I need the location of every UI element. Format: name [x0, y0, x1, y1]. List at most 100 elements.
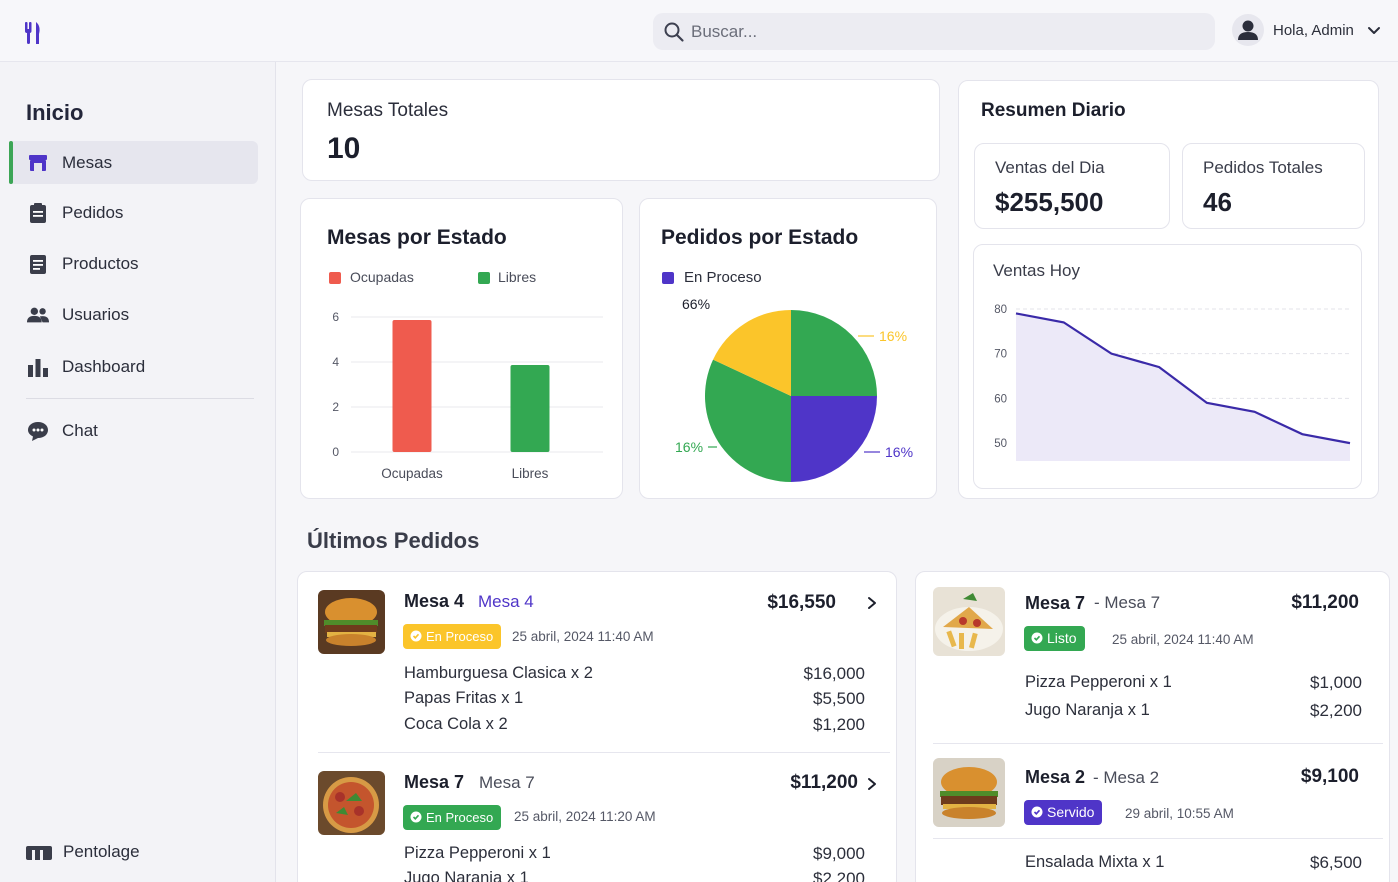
- sidebar-title: Inicio: [26, 100, 84, 125]
- chevron-right-icon[interactable]: [866, 777, 878, 791]
- sidebar-item-label: Mesas: [62, 153, 113, 172]
- legend-label-ocupadas: Ocupadas: [350, 269, 414, 285]
- bar-chart: 0 2 4 6 Ocupadas Libres: [332, 310, 603, 481]
- pie-label: 66%: [682, 296, 710, 312]
- order-total: $9,100: [1300, 766, 1359, 787]
- item-price: $1,200: [813, 715, 865, 734]
- sidebar-item-label: Chat: [62, 421, 98, 440]
- order-total: $11,200: [1291, 592, 1359, 613]
- y-tick-label: 60: [994, 393, 1007, 405]
- bar[interactable]: [510, 365, 550, 452]
- order-mesa: Mesa 4: [404, 591, 465, 611]
- sidebar-item-mesas[interactable]: Mesas: [9, 141, 258, 184]
- users-icon: [27, 307, 49, 323]
- order-mesa-link[interactable]: - Mesa 2: [1093, 768, 1160, 787]
- store-icon: [29, 155, 47, 171]
- top-bar: Hola, Admin: [0, 0, 1398, 62]
- item-price: $2,200: [1310, 701, 1362, 720]
- search-bar[interactable]: [653, 13, 1215, 50]
- item-price: $6,500: [1310, 853, 1362, 872]
- order-mesa: Mesa 2: [1025, 767, 1086, 787]
- item-name: Jugo Naranja x 1: [1025, 701, 1150, 719]
- item-name: Coca Cola x 2: [404, 715, 508, 733]
- item-name: Jugo Naranja x 1: [404, 869, 529, 882]
- order-item[interactable]: Mesa 2 - Mesa 2 $9,100 Servido 29 abril,…: [916, 744, 1389, 882]
- chat-icon: [28, 422, 48, 441]
- ventas-value: $255,500: [995, 187, 1104, 217]
- sales-line: [1015, 312, 1351, 445]
- status-badge: En Proceso: [403, 805, 502, 830]
- y-tick-label: 4: [332, 355, 339, 369]
- ventas-hoy-label: Ventas Hoy: [993, 261, 1080, 280]
- bar[interactable]: [392, 320, 432, 452]
- sidebar-divider: [26, 398, 254, 399]
- status-badge: En Proceso: [403, 624, 502, 649]
- y-tick-label: 80: [994, 304, 1007, 316]
- divider: [318, 752, 890, 753]
- sidebar-item-dashboard[interactable]: Dashboard: [9, 345, 258, 388]
- line-chart: 50 60 70 80: [994, 304, 1351, 461]
- item-name: Pizza Pepperoni x 1: [404, 844, 551, 862]
- burger-thumbnail: [933, 758, 1005, 827]
- restaurant-logo-icon[interactable]: [22, 20, 44, 46]
- y-tick-label: 50: [994, 438, 1007, 450]
- item-name: Ensalada Mixta x 1: [1025, 853, 1165, 871]
- pie-chart: 66% 16% 16% 16%: [675, 296, 913, 482]
- sidebar-item-pedidos[interactable]: Pedidos: [9, 191, 258, 234]
- order-total: $11,200: [790, 772, 858, 793]
- mesas-totales-card: Mesas Totales 10: [302, 79, 940, 181]
- status-label: Servido: [1047, 804, 1095, 820]
- x-tick-label: Ocupadas: [381, 466, 443, 481]
- item-price: $1,000: [1310, 673, 1362, 692]
- order-item[interactable]: Mesa 7 - Mesa 7 $11,200 Listo 25 abril, …: [916, 572, 1389, 744]
- order-date: 25 abril, 2024 11:40 AM: [512, 629, 654, 644]
- order-mesa-link[interactable]: - Mesa 7: [1094, 593, 1161, 612]
- pedidos-totales-value: 46: [1203, 187, 1232, 217]
- avatar: [1232, 14, 1264, 46]
- pie-label: 16%: [885, 444, 913, 460]
- mesas-por-estado-card: Mesas por Estado Ocupadas Libres 0 2 4 6 Ocu…: [300, 198, 623, 499]
- burger-image: [933, 758, 1005, 827]
- order-mesa-link[interactable]: Mesa 7: [479, 773, 535, 792]
- order-item[interactable]: Mesa 7 Mesa 7 $11,200 En Proceso 25 abri…: [298, 753, 896, 882]
- sidebar-item-chat[interactable]: Chat: [9, 409, 258, 452]
- chevron-down-icon[interactable]: [1367, 24, 1381, 38]
- search-input[interactable]: [691, 13, 1191, 50]
- user-menu[interactable]: Hola, Admin: [1232, 14, 1387, 48]
- order-item[interactable]: Mesa 4 Mesa 4 $16,550 En Proceso 25 abri…: [298, 572, 896, 752]
- check-circle-icon: [410, 811, 422, 823]
- pie-label: 16%: [879, 328, 907, 344]
- pie-slice[interactable]: [791, 310, 877, 396]
- order-total: $16,550: [767, 592, 836, 613]
- burger-thumbnail: [318, 590, 385, 654]
- pie-label: 16%: [675, 439, 703, 455]
- brand-logo-icon: [26, 846, 52, 860]
- pie-slice[interactable]: [705, 359, 791, 482]
- sidebar-item-productos[interactable]: Productos: [9, 242, 258, 285]
- item-price: $9,000: [813, 844, 865, 863]
- y-tick-label: 0: [332, 445, 339, 459]
- chevron-right-icon[interactable]: [866, 596, 878, 610]
- sidebar-item-usuarios[interactable]: Usuarios: [9, 293, 258, 336]
- burger-image: [318, 590, 385, 654]
- legend-swatch-ocupadas: [329, 272, 341, 284]
- pie-slice[interactable]: [791, 396, 877, 482]
- order-mesa: Mesa 7: [1025, 593, 1086, 613]
- item-price: $2,200: [813, 869, 865, 882]
- status-badge: Listo: [1024, 626, 1085, 651]
- order-mesa-link[interactable]: Mesa 4: [478, 592, 534, 611]
- status-label: En Proceso: [426, 629, 494, 644]
- item-price: $5,500: [813, 689, 865, 708]
- orders-list-left: Mesa 4 Mesa 4 $16,550 En Proceso 25 abri…: [297, 571, 897, 882]
- sidebar-item-label: Pedidos: [62, 203, 124, 222]
- document-icon: [30, 255, 46, 274]
- y-tick-label: 2: [332, 400, 339, 414]
- item-name: Papas Fritas x 1: [404, 689, 524, 707]
- mesas-totales-label: Mesas Totales: [327, 100, 449, 121]
- pie-slice[interactable]: [713, 310, 791, 396]
- search-icon: [664, 22, 684, 42]
- chart-title: Pedidos por Estado: [661, 226, 859, 249]
- ventas-del-dia-card: Ventas del Dia $255,500: [974, 143, 1170, 229]
- check-circle-icon: [410, 630, 422, 642]
- pedidos-totales-label: Pedidos Totales: [1203, 158, 1323, 177]
